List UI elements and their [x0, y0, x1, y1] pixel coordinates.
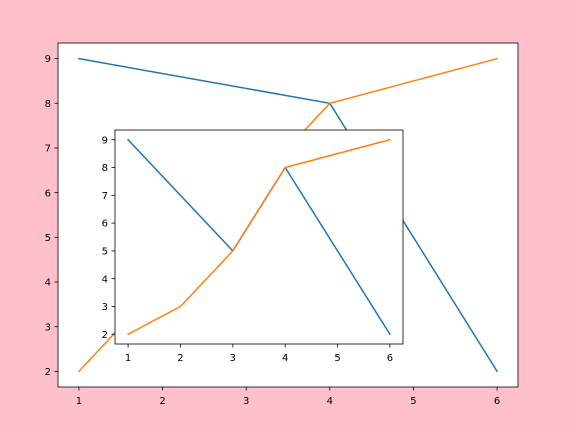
inset-x-tick-label: 1: [125, 353, 131, 364]
inset-axes: 1 2 3 4 5 6 2 3 4 5 6 7 8 9: [102, 129, 404, 364]
main-x-tick-label: 4: [327, 396, 333, 407]
main-x-tick-label: 5: [410, 396, 416, 407]
inset-axes-frame: [114, 129, 404, 345]
inset-y-tick-label: 5: [102, 246, 108, 257]
main-y-tick-label: 7: [45, 144, 51, 155]
main-y-tick-label: 2: [45, 367, 51, 378]
inset-y-tick-label: 3: [102, 302, 108, 313]
main-y-tick-label: 3: [45, 322, 51, 333]
main-y-tick-label: 6: [45, 188, 51, 199]
inset-x-tick-label: 6: [387, 353, 393, 364]
inset-x-tick-label: 3: [230, 353, 236, 364]
main-y-tick-label: 5: [45, 233, 51, 244]
inset-y-tick-label: 9: [102, 135, 108, 146]
inset-x-tick-label: 4: [282, 353, 288, 364]
main-y-tick-label: 4: [45, 278, 51, 289]
main-x-tick-label: 1: [76, 396, 82, 407]
inset-y-tick-label: 2: [102, 330, 108, 341]
inset-series-line-2: [127, 138, 391, 336]
main-x-tick-label: 2: [159, 396, 165, 407]
main-x-tick-label: 6: [494, 396, 500, 407]
inset-y-tick-label: 8: [102, 163, 108, 174]
inset-y-tick-label: 7: [102, 191, 108, 202]
inset-axes-background: [115, 130, 403, 344]
main-y-tick-label: 9: [45, 54, 51, 65]
main-x-tick-label: 3: [243, 396, 249, 407]
inset-y-tick-label: 6: [102, 219, 108, 230]
inset-x-tick-label: 5: [334, 353, 340, 364]
inset-x-tick-label: 2: [177, 353, 183, 364]
main-y-tick-label: 8: [45, 99, 51, 110]
main-axes-frame: [57, 42, 519, 388]
inset-y-tick-label: 4: [102, 274, 108, 285]
